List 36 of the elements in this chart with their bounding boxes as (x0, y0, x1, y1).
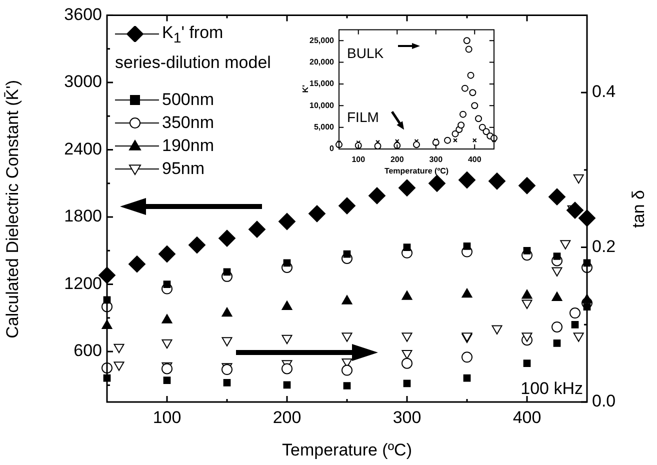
y-tick-label: 3000 (64, 72, 102, 92)
legend-label: 500nm (162, 90, 214, 109)
x-axis-title: Temperature (ºC) (384, 166, 449, 176)
x-tick-label: 200 (390, 155, 404, 164)
y-tick-label: 10,000 (310, 100, 335, 110)
y2-tick-label: 0.4 (592, 82, 616, 102)
y-tick-label: 15,000 (310, 79, 335, 88)
annotation: 100 kHz (520, 379, 583, 398)
x-tick-label: 400 (468, 155, 482, 164)
x-tick-label: 100 (152, 408, 182, 427)
y-tick-label: 2400 (64, 139, 102, 158)
legend-label: 190nm (162, 136, 214, 155)
y-tick-label: 0 (330, 144, 335, 154)
y2-tick-label: 0.0 (592, 392, 616, 411)
x-tick-label: 300 (429, 155, 444, 164)
y-axis-title: Calculated Dielectric Constant (K̄') (3, 80, 22, 338)
legend-label: K$_{1}$' from series-dilution model (115, 23, 271, 72)
y-tick-label: 20,000 (310, 58, 335, 67)
annotation: FILM (347, 108, 379, 125)
legend-label: 350nm (162, 112, 214, 132)
x-tick-label: 400 (512, 408, 542, 427)
x-tick-label: 300 (392, 408, 422, 427)
y2-axis-title: tan δ (629, 190, 648, 228)
y-tick-label: 25,000 (310, 36, 335, 45)
y-tick-label: 600 (74, 341, 102, 360)
x-tick-label: 200 (272, 408, 302, 427)
y-tick-label: 3600 (64, 4, 102, 24)
legend-label: 95nm (162, 158, 205, 178)
y2-tick-label: 0.2 (592, 236, 616, 256)
x-axis-title: Temperature (ºC) (282, 440, 412, 460)
y-tick-label: 1800 (64, 206, 102, 226)
y-tick-label: 5,000 (314, 122, 335, 132)
y-tick-label: 1200 (64, 274, 102, 293)
annotation: BULK (347, 44, 384, 61)
x-tick-label: 100 (352, 155, 366, 164)
y-axis-title: K' (301, 85, 310, 94)
